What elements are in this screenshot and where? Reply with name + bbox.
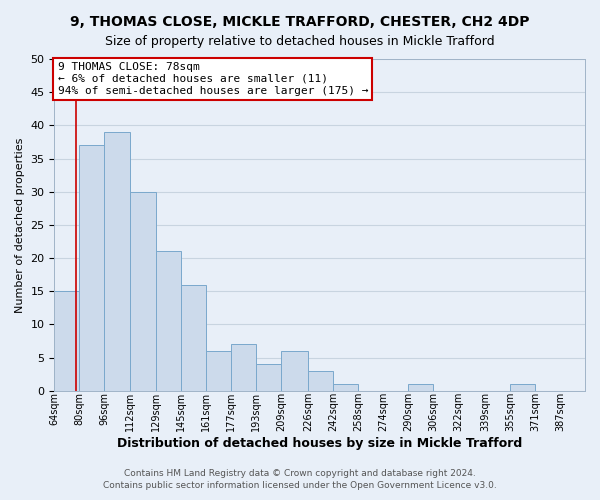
Bar: [510, 384, 535, 390]
Bar: [206, 351, 231, 391]
Bar: [55, 291, 79, 390]
Bar: [79, 145, 104, 390]
Bar: [181, 284, 206, 391]
Text: Size of property relative to detached houses in Mickle Trafford: Size of property relative to detached ho…: [105, 35, 495, 48]
Bar: [281, 351, 308, 391]
Text: Contains HM Land Registry data © Crown copyright and database right 2024.
Contai: Contains HM Land Registry data © Crown c…: [103, 468, 497, 490]
Y-axis label: Number of detached properties: Number of detached properties: [15, 137, 25, 312]
Text: 9 THOMAS CLOSE: 78sqm
← 6% of detached houses are smaller (11)
94% of semi-detac: 9 THOMAS CLOSE: 78sqm ← 6% of detached h…: [58, 62, 368, 96]
Bar: [156, 252, 181, 390]
Bar: [130, 192, 156, 390]
Bar: [333, 384, 358, 390]
Bar: [231, 344, 256, 391]
Bar: [104, 132, 130, 390]
Bar: [256, 364, 281, 390]
Bar: [308, 371, 333, 390]
Text: 9, THOMAS CLOSE, MICKLE TRAFFORD, CHESTER, CH2 4DP: 9, THOMAS CLOSE, MICKLE TRAFFORD, CHESTE…: [70, 15, 530, 29]
Bar: [408, 384, 433, 390]
X-axis label: Distribution of detached houses by size in Mickle Trafford: Distribution of detached houses by size …: [117, 437, 523, 450]
